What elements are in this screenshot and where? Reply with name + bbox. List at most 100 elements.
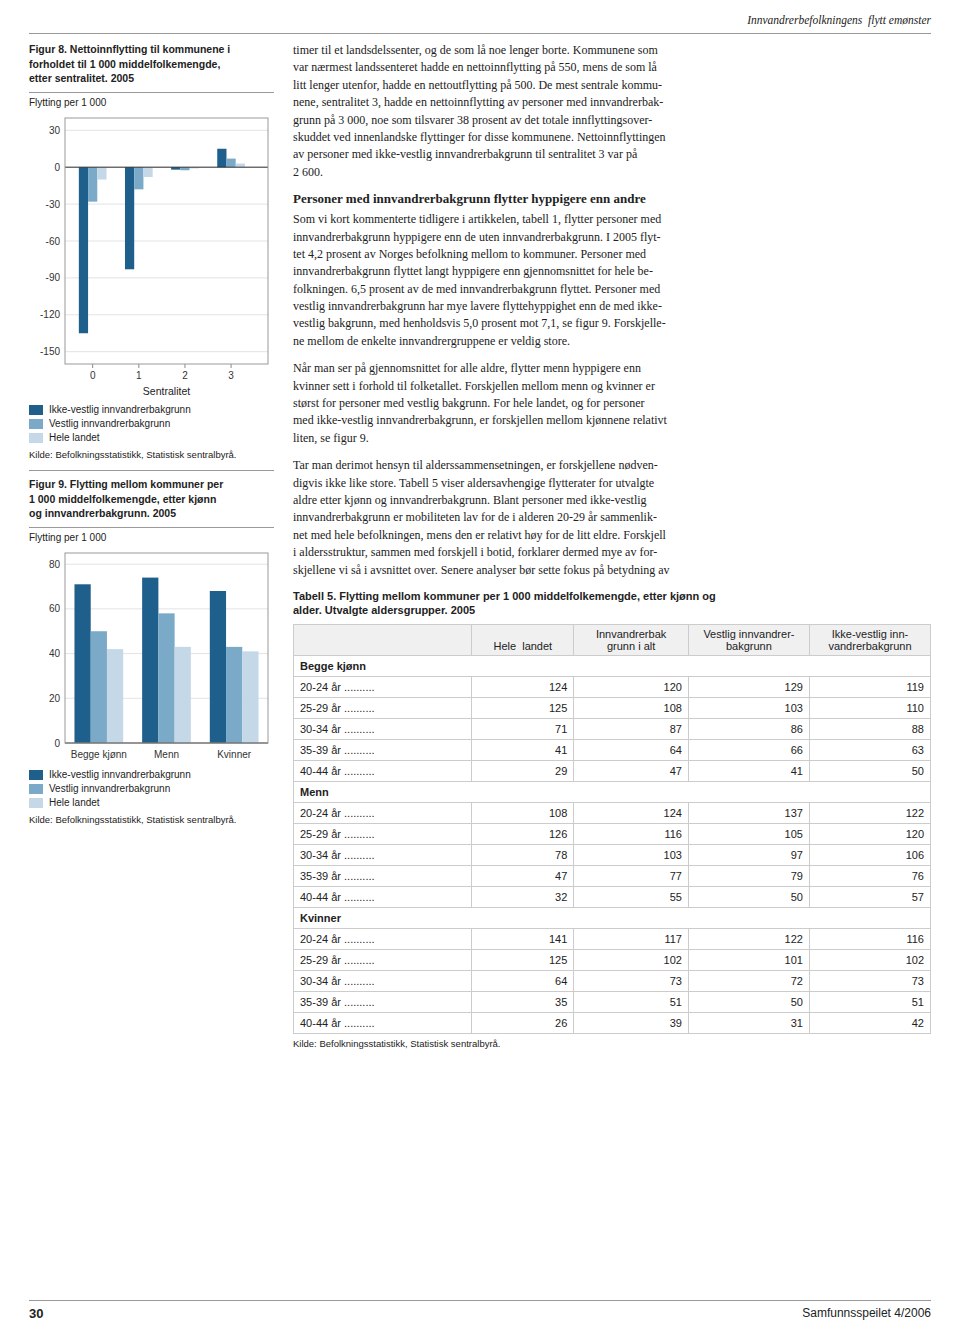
footer-right: Samfunnsspeilet 4/2006: [802, 1306, 931, 1320]
y-tick-label: -30: [46, 199, 61, 210]
top-rule: [29, 33, 931, 34]
chart-svg: Begge kjønnMennKvinner020406080: [29, 545, 274, 765]
table-cell: 47: [472, 865, 574, 886]
legend-item: Vestlig innvandrerbakgrunn: [29, 783, 274, 794]
y-tick-label: 30: [49, 125, 61, 136]
table-cell: 73: [809, 970, 930, 991]
row-label: 35-39 år ..........: [294, 865, 472, 886]
chart-title: Figur 9. Flytting mellom kommuner per 1 …: [29, 477, 274, 521]
table-cell: 125: [472, 949, 574, 970]
table-cell: 64: [472, 970, 574, 991]
table-cell: 102: [574, 949, 689, 970]
table-cell: 122: [809, 802, 930, 823]
legend-item: Hele landet: [29, 432, 274, 443]
legend-label: Hele landet: [49, 797, 100, 808]
legend-label: Vestlig innvandrerbakgrunn: [49, 783, 170, 794]
table-cell: 103: [574, 844, 689, 865]
bar: [242, 651, 258, 743]
bar: [158, 613, 174, 743]
grid-line: [65, 130, 268, 131]
y-tick-label: 60: [49, 604, 61, 615]
bar: [226, 647, 242, 743]
table-cell: 71: [472, 718, 574, 739]
y-label: Flytting per 1 000: [29, 532, 274, 543]
table-cell: 86: [688, 718, 809, 739]
baseline: [65, 167, 268, 168]
y-tick-label: -150: [40, 346, 60, 357]
legend-swatch: [29, 770, 43, 780]
table-cell: 97: [688, 844, 809, 865]
table-cell: 31: [688, 1012, 809, 1033]
table-cell: 101: [688, 949, 809, 970]
table-corner: [294, 624, 472, 655]
x-tick-label: 2: [182, 370, 188, 381]
y-label: Flytting per 1 000: [29, 97, 274, 108]
table-cell: 137: [688, 802, 809, 823]
table-row: 40-44 år ..........26393142: [294, 1012, 931, 1033]
x-tick-label: Kvinner: [217, 749, 252, 760]
column-header: Innvandrerbak grunn i alt: [574, 624, 689, 655]
table-cell: 57: [809, 886, 930, 907]
table-cell: 120: [809, 823, 930, 844]
bar: [236, 164, 245, 168]
table-row: 35-39 år ..........35515051: [294, 991, 931, 1012]
table-cell: 50: [688, 886, 809, 907]
table-cell: 50: [688, 991, 809, 1012]
chart-section: Figur 8. Nettoinnflytting til kommunene …: [29, 42, 274, 460]
chart-section: Figur 9. Flytting mellom kommuner per 1 …: [29, 477, 274, 825]
group-label: Kvinner: [294, 907, 931, 928]
paragraph: Tar man derimot hensyn til alderssammens…: [293, 457, 931, 579]
table-cell: 39: [574, 1012, 689, 1033]
table-group-row: Kvinner: [294, 907, 931, 928]
row-label: 35-39 år ..........: [294, 991, 472, 1012]
paragraph: Når man ser på gjennomsnittet for alle a…: [293, 360, 931, 447]
legend-swatch: [29, 419, 43, 429]
table-row: 20-24 år ..........141117122116: [294, 928, 931, 949]
column-header: Hele landet: [472, 624, 574, 655]
table-cell: 117: [574, 928, 689, 949]
page: {"chart_data": [ {"type": "bar", "title"…: [0, 0, 960, 1334]
x-tick-label: Begge kjønn: [71, 749, 127, 760]
y-tick-label: -120: [40, 309, 60, 320]
row-label: 20-24 år ..........: [294, 802, 472, 823]
table-cell: 29: [472, 760, 574, 781]
table-body: Begge kjønn20-24 år ..........1241201291…: [294, 655, 931, 1033]
x-tick-label: Menn: [154, 749, 179, 760]
plot-frame: [65, 553, 268, 743]
bar: [217, 149, 226, 167]
table-source: Kilde: Befolkningsstatistikk, Statistisk…: [293, 1038, 931, 1049]
table-head: Hele landetInnvandrerbak grunn i altVest…: [294, 624, 931, 655]
table-cell: 79: [688, 865, 809, 886]
legend-item: Vestlig innvandrerbakgrunn: [29, 418, 274, 429]
bar: [97, 167, 106, 179]
table-row: 35-39 år ..........47777976: [294, 865, 931, 886]
legend-label: Vestlig innvandrerbakgrunn: [49, 418, 170, 429]
y-tick-label: 0: [54, 738, 60, 749]
y-tick-label: 20: [49, 693, 61, 704]
legend-item: Ikke-vestlig innvandrerbakgrunn: [29, 769, 274, 780]
table-row: 30-34 år ..........7810397106: [294, 844, 931, 865]
row-label: 25-29 år ..........: [294, 823, 472, 844]
bar: [125, 167, 134, 269]
grid-line: [65, 241, 268, 242]
grid-line: [65, 167, 268, 168]
table-cell: 120: [574, 676, 689, 697]
table-row: 25-29 år ..........125102101102: [294, 949, 931, 970]
row-label: 20-24 år ..........: [294, 676, 472, 697]
row-label: 30-34 år ..........: [294, 970, 472, 991]
table-cell: 108: [574, 697, 689, 718]
grid-line: [65, 351, 268, 352]
chart-title: Figur 8. Nettoinnflytting til kommunene …: [29, 42, 274, 86]
x-tick-label: 0: [90, 370, 96, 381]
row-label: 30-34 år ..........: [294, 718, 472, 739]
grid-line: [65, 564, 268, 565]
bar: [210, 591, 226, 743]
table-cell: 124: [574, 802, 689, 823]
legend-label: Ikke-vestlig innvandrerbakgrunn: [49, 404, 191, 415]
section-rule: [29, 470, 274, 471]
grid-line: [65, 204, 268, 205]
header: Innvandrerbefolkningens flytt emønster: [747, 14, 931, 26]
table-cell: 63: [809, 739, 930, 760]
source: Kilde: Befolkningsstatistikk, Statistisk…: [29, 814, 274, 825]
row-label: 30-34 år ..........: [294, 844, 472, 865]
